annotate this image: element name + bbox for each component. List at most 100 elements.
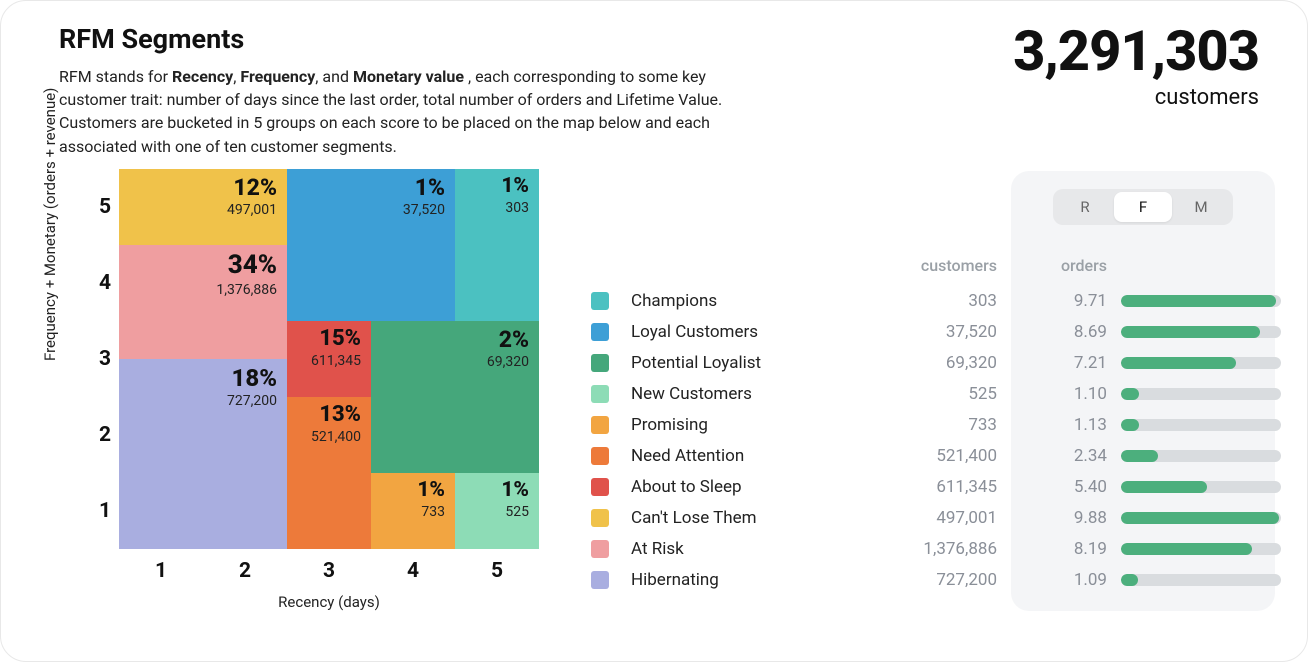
segment-table-header: customers orders <box>591 256 1281 275</box>
segment-row-hibernating[interactable]: Hibernating727,2001.09 <box>591 564 1281 595</box>
y-tick: 1 <box>99 499 111 523</box>
total-label: customers <box>1013 85 1259 110</box>
treemap-cell-loyal[interactable]: 1%37,520 <box>287 169 455 321</box>
cell-percent: 12% <box>129 175 277 200</box>
segment-orders: 7.21 <box>1011 353 1111 373</box>
segment-customers: 37,520 <box>891 322 1001 342</box>
treemap-cell-need_attention[interactable]: 13% 521,400 <box>287 397 371 549</box>
segment-row-champions[interactable]: Champions 303 9.71 <box>591 285 1281 316</box>
treemap-cell-promising[interactable]: 1%733 <box>371 473 455 549</box>
orders-bar-fill <box>1121 481 1207 493</box>
total-customers: 3,291,303 customers <box>1013 23 1259 110</box>
segment-customers: 733 <box>891 415 1001 435</box>
y-tick: 2 <box>99 423 111 447</box>
treemap-cell-about_to_sleep[interactable]: 15%611,345 <box>287 321 371 397</box>
rfm-treemap-chart: Frequency + Monetary (orders + revenue) … <box>59 161 559 601</box>
segment-customers: 611,345 <box>891 477 1001 497</box>
orders-bar <box>1121 419 1281 431</box>
cell-count: 727,200 <box>129 393 277 409</box>
segment-row-loyal[interactable]: Loyal Customers37,5208.69 <box>591 316 1281 347</box>
orders-bar <box>1121 543 1281 555</box>
color-swatch <box>591 385 609 403</box>
x-tick: 2 <box>239 559 251 583</box>
x-tick: 3 <box>323 559 335 583</box>
treemap-cell-potential[interactable]: 2% 69,320 <box>371 321 539 473</box>
color-swatch <box>591 447 609 465</box>
segment-name: Hibernating <box>631 570 881 590</box>
cell-percent: 13% <box>297 403 361 427</box>
treemap-cell-cant_lose[interactable]: 12%497,001 <box>119 169 287 245</box>
segment-row-need_attention[interactable]: Need Attention521,4002.34 <box>591 440 1281 471</box>
cell-percent: 18% <box>129 365 277 391</box>
segment-name: Champions <box>631 291 881 311</box>
segment-customers: 69,320 <box>891 353 1001 373</box>
segment-customers: 521,400 <box>891 446 1001 466</box>
cell-percent: 2% <box>381 327 529 352</box>
x-tick: 4 <box>407 559 419 583</box>
orders-bar-fill <box>1121 512 1279 524</box>
orders-bar <box>1121 481 1281 493</box>
tab-f[interactable]: F <box>1114 192 1172 222</box>
rfm-metric-tabs: R F M <box>1053 189 1233 225</box>
treemap-cell-champions[interactable]: 1%303 <box>455 169 539 321</box>
segment-row-about_to_sleep[interactable]: About to Sleep611,3455.40 <box>591 471 1281 502</box>
header: RFM Segments RFM stands for Recency, Fre… <box>59 23 779 158</box>
tab-r[interactable]: R <box>1056 192 1114 222</box>
color-swatch <box>591 416 609 434</box>
page-description: RFM stands for Recency, Frequency, and M… <box>59 65 759 158</box>
treemap-cell-hibernating[interactable]: 18% 727,200 <box>119 359 287 549</box>
color-swatch <box>591 323 609 341</box>
cell-percent: 1% <box>465 479 529 502</box>
segment-orders: 8.19 <box>1011 539 1111 559</box>
orders-bar <box>1121 388 1281 400</box>
cell-percent: 1% <box>465 175 529 198</box>
y-tick: 4 <box>99 271 111 295</box>
cell-percent: 15% <box>297 327 361 351</box>
orders-bar-fill <box>1121 357 1236 369</box>
segment-orders: 2.34 <box>1011 446 1111 466</box>
orders-bar-fill <box>1121 450 1158 462</box>
segment-name: New Customers <box>631 384 881 404</box>
segment-customers: 525 <box>891 384 1001 404</box>
segment-orders: 9.88 <box>1011 508 1111 528</box>
cell-percent: 34% <box>129 251 277 280</box>
color-swatch <box>591 292 609 310</box>
orders-bar <box>1121 357 1281 369</box>
color-swatch <box>591 571 609 589</box>
rfm-dashboard-card: RFM Segments RFM stands for Recency, Fre… <box>0 0 1308 662</box>
segment-row-at_risk[interactable]: At Risk1,376,8868.19 <box>591 533 1281 564</box>
orders-bar <box>1121 326 1281 338</box>
segment-row-potential[interactable]: Potential Loyalist 69,320 7.21 <box>591 347 1281 378</box>
segment-customers: 497,001 <box>891 508 1001 528</box>
segment-orders: 9.71 <box>1011 291 1111 311</box>
y-tick: 5 <box>99 195 111 219</box>
orders-bar <box>1121 574 1281 586</box>
y-tick: 3 <box>99 347 111 371</box>
segment-orders: 1.13 <box>1011 415 1111 435</box>
cell-count: 37,520 <box>297 202 445 218</box>
segment-orders: 8.69 <box>1011 322 1111 342</box>
tab-m[interactable]: M <box>1172 192 1230 222</box>
segment-orders: 5.40 <box>1011 477 1111 497</box>
orders-bar-fill <box>1121 326 1260 338</box>
color-swatch <box>591 540 609 558</box>
orders-bar <box>1121 295 1281 307</box>
orders-bar <box>1121 450 1281 462</box>
treemap-cell-at_risk[interactable]: 34%1,376,886 <box>119 245 287 359</box>
segment-name: Potential Loyalist <box>631 353 881 373</box>
segment-orders: 1.10 <box>1011 384 1111 404</box>
segment-row-cant_lose[interactable]: Can't Lose Them497,0019.88 <box>591 502 1281 533</box>
orders-bar-fill <box>1121 295 1276 307</box>
treemap-cell-new[interactable]: 1%525 <box>455 473 539 549</box>
color-swatch <box>591 354 609 372</box>
segment-row-new[interactable]: New Customers 525 1.10 <box>591 378 1281 409</box>
col-customers: customers <box>891 256 1001 275</box>
orders-bar-fill <box>1121 574 1138 586</box>
cell-count: 521,400 <box>297 429 361 445</box>
cell-count: 69,320 <box>381 354 529 370</box>
segment-customers: 303 <box>891 291 1001 311</box>
orders-bar <box>1121 512 1281 524</box>
segment-row-promising[interactable]: Promising 733 1.13 <box>591 409 1281 440</box>
cell-count: 303 <box>465 200 529 216</box>
segment-name: Promising <box>631 415 881 435</box>
